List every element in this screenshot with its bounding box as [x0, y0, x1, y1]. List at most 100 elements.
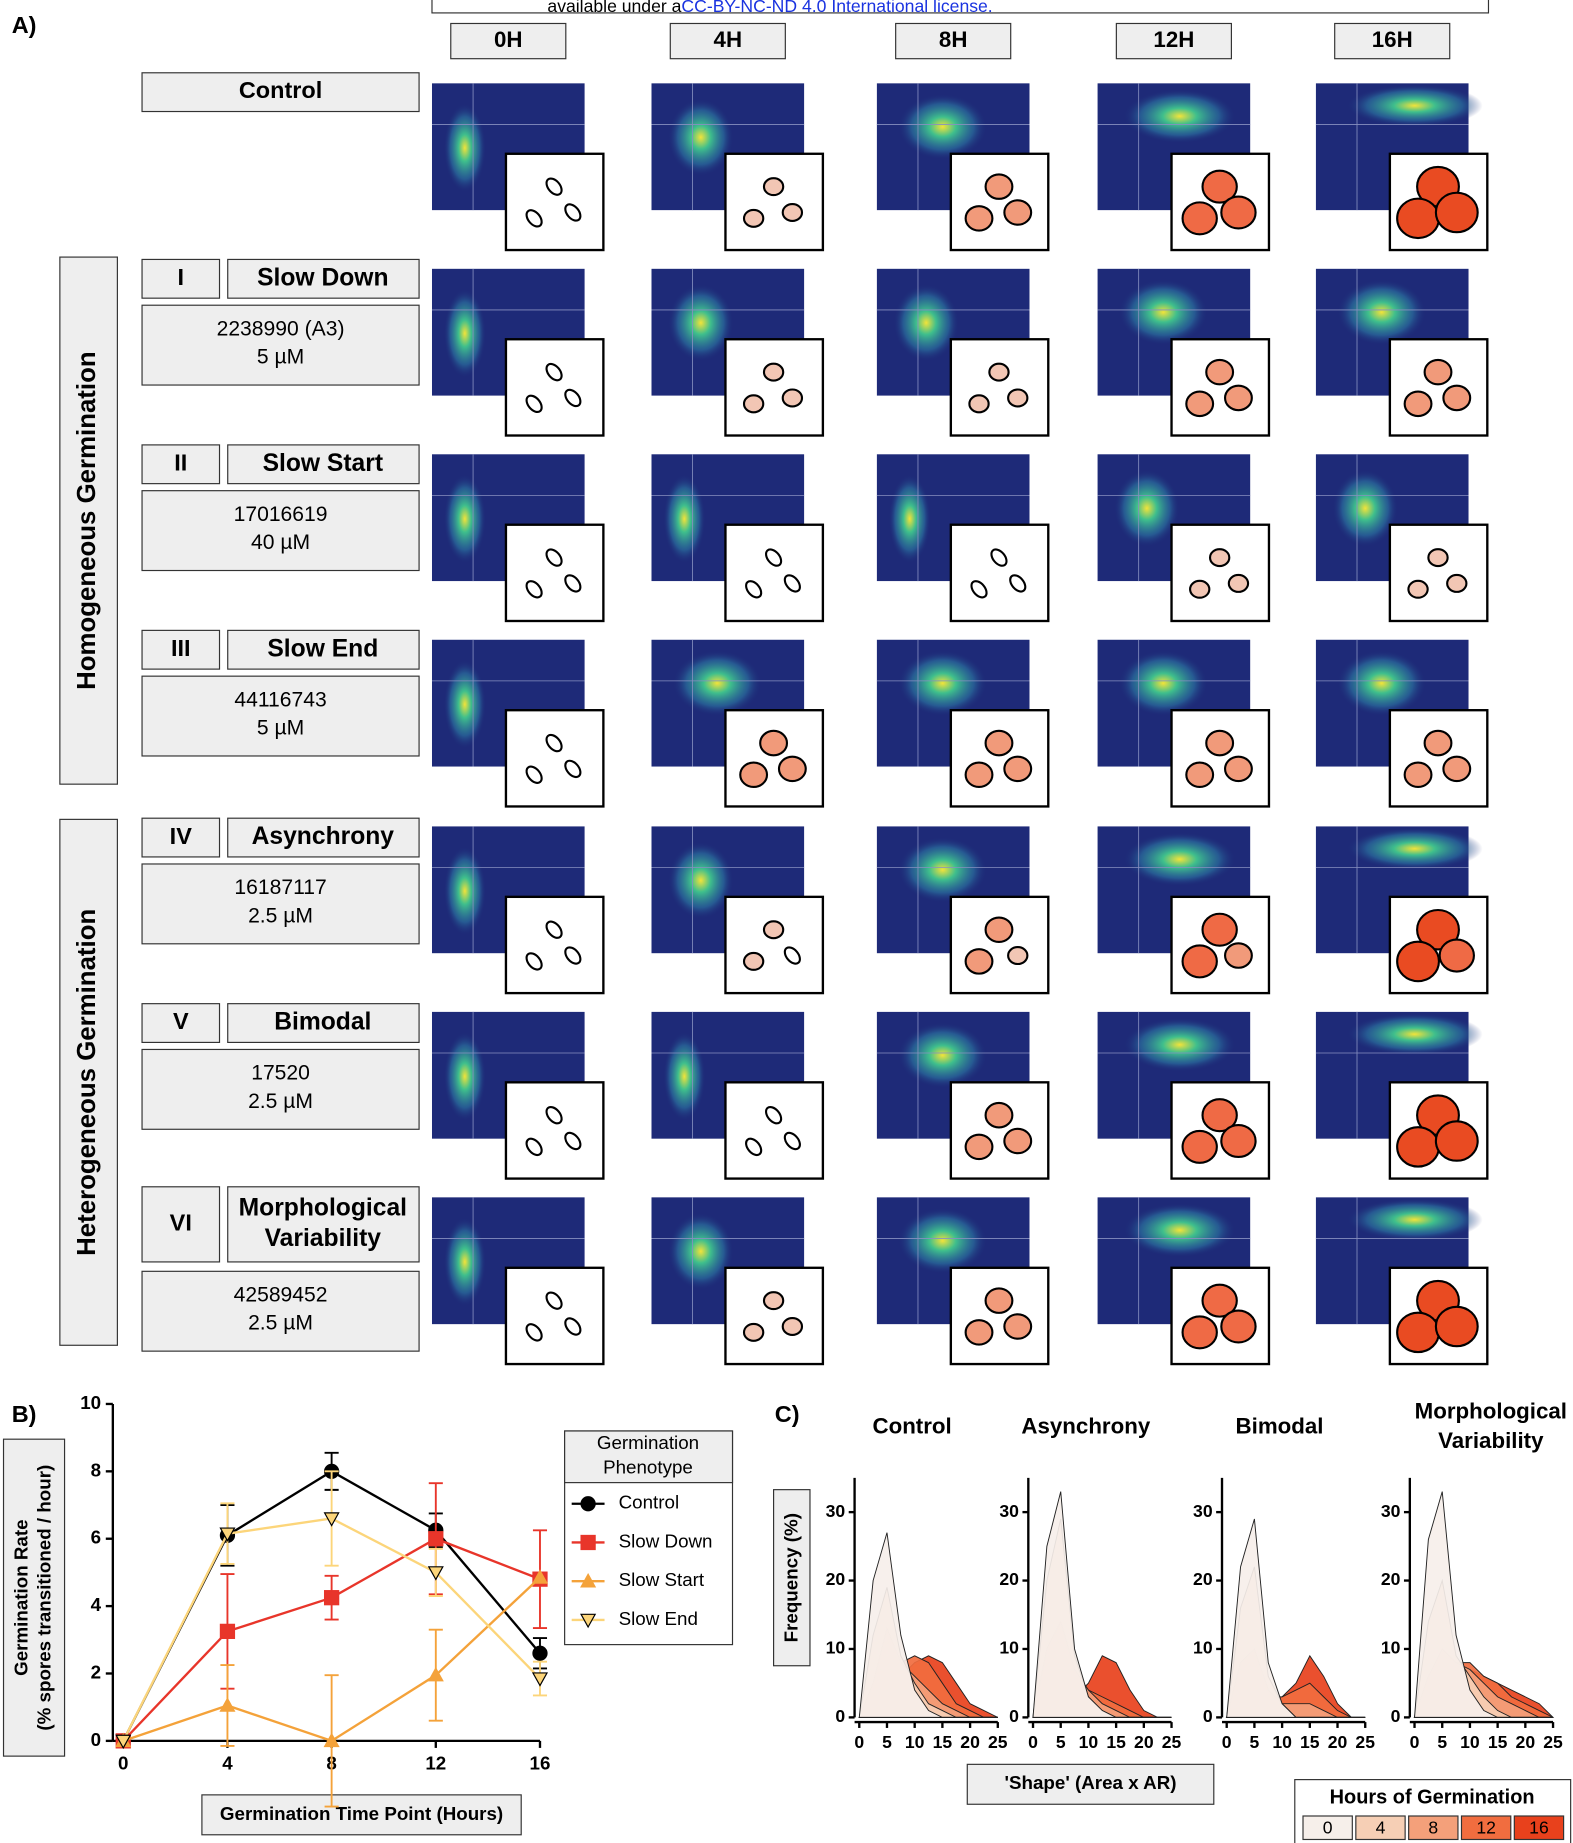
compound-id: 44116743	[234, 688, 326, 711]
heatmap-density	[898, 94, 987, 160]
x-tick-label: 15	[1488, 1732, 1508, 1752]
spore	[1425, 731, 1452, 755]
x-tick-label: 5	[1250, 1732, 1260, 1752]
spore	[783, 204, 802, 221]
spore	[1225, 386, 1252, 410]
spore	[764, 364, 783, 381]
spore	[744, 1324, 763, 1341]
spore	[1210, 549, 1229, 566]
legend-label: 16	[1529, 1818, 1549, 1838]
phenotype-name: Slow Down	[257, 264, 388, 291]
heatmap-density	[444, 1217, 486, 1306]
spore	[1221, 1125, 1255, 1157]
y-axis-label: (% spores transitioned / hour)	[34, 1465, 55, 1731]
spore	[1443, 386, 1470, 410]
time-header-label: 0H	[494, 27, 523, 52]
spore	[1225, 757, 1252, 781]
spore-inset	[506, 154, 603, 250]
y-axis-label: Frequency (%)	[780, 1513, 801, 1642]
spore	[1183, 1316, 1217, 1348]
compound-id: 17016619	[234, 503, 328, 526]
figure: A)available under aCC-BY-NC-ND 4.0 Inter…	[0, 0, 1573, 1843]
banner-plain: available under a	[547, 0, 681, 16]
y-tick-label: 30	[826, 1501, 846, 1521]
y-tick-label: 10	[1193, 1638, 1213, 1658]
x-tick-label: 15	[933, 1732, 953, 1752]
spore	[986, 174, 1013, 198]
spore	[1008, 947, 1027, 964]
spore	[744, 953, 763, 970]
y-tick-label: 8	[91, 1459, 101, 1480]
spore-inset	[725, 154, 822, 250]
spore	[744, 210, 763, 227]
row-numeral: I	[178, 264, 185, 290]
y-tick-label: 0	[835, 1706, 845, 1726]
y-tick-label: 2	[91, 1661, 101, 1682]
heatmap-density	[893, 284, 959, 361]
heatmap-density	[663, 474, 705, 563]
x-tick-label: 20	[960, 1732, 980, 1752]
time-header-label: 12H	[1153, 27, 1194, 52]
spore	[966, 949, 993, 973]
spore-inset	[506, 897, 603, 993]
marker	[533, 1646, 547, 1660]
y-tick-label: 4	[91, 1594, 102, 1615]
spore	[1004, 1129, 1031, 1153]
x-tick-label: 20	[1516, 1732, 1536, 1752]
x-tick-label: 25	[988, 1732, 1008, 1752]
legend-title: Germination	[597, 1432, 699, 1453]
spore	[1405, 763, 1432, 787]
banner-link[interactable]: CC-BY-NC-ND 4.0 International license.	[681, 0, 992, 16]
y-tick-label: 20	[826, 1569, 846, 1589]
x-tick-label: 0	[854, 1732, 864, 1752]
spore-inset	[951, 339, 1048, 435]
spore	[1206, 731, 1233, 755]
spore-inset	[725, 897, 822, 993]
heatmap-density	[444, 289, 486, 378]
heatmap-density	[668, 284, 734, 361]
spore	[986, 731, 1013, 755]
heatmap-density	[444, 846, 486, 935]
y-tick-label: 0	[1391, 1706, 1401, 1726]
spore	[1225, 943, 1252, 967]
heatmap-density	[1346, 85, 1482, 127]
row-numeral: V	[173, 1008, 189, 1034]
spore-inset	[1390, 525, 1487, 621]
spore	[1183, 1131, 1217, 1163]
spore	[1428, 549, 1447, 566]
spore-inset	[1172, 525, 1269, 621]
spore-inset	[725, 339, 822, 435]
x-tick-label: 25	[1162, 1732, 1182, 1752]
spore	[966, 206, 993, 230]
time-header-label: 16H	[1372, 27, 1413, 52]
heatmap-density	[889, 474, 931, 563]
time-header-label: 4H	[714, 27, 743, 52]
spore	[986, 918, 1013, 942]
spore-inset	[506, 525, 603, 621]
spore-inset	[951, 897, 1048, 993]
spore	[1004, 1314, 1031, 1338]
heatmap-density	[1346, 1199, 1482, 1241]
row-numeral: VI	[170, 1210, 192, 1236]
y-tick-label: 30	[999, 1501, 1019, 1521]
y-tick-label: 20	[1381, 1569, 1401, 1589]
spore	[1206, 360, 1233, 384]
y-tick-label: 6	[91, 1527, 101, 1548]
panel-title: Asynchrony	[1021, 1413, 1150, 1438]
heatmap-density	[898, 1022, 987, 1088]
spore	[1397, 1127, 1439, 1166]
spore	[1436, 1307, 1478, 1346]
spore	[744, 395, 763, 412]
spore	[1183, 945, 1217, 977]
group-label: Heterogeneous Germination	[73, 909, 101, 1256]
x-tick-label: 15	[1300, 1732, 1320, 1752]
heatmap-density	[1119, 650, 1208, 716]
legend-title: Hours of Germination	[1330, 1787, 1535, 1809]
panel-title: Variability	[1438, 1428, 1544, 1453]
spore	[1221, 197, 1255, 229]
heatmap-density	[668, 99, 734, 176]
spore	[1443, 757, 1470, 781]
spore-inset	[506, 339, 603, 435]
y-tick-label: 0	[1203, 1706, 1213, 1726]
x-tick-label: 16	[530, 1752, 551, 1773]
